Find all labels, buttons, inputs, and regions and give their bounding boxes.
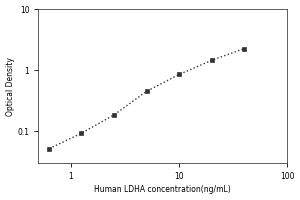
X-axis label: Human LDHA concentration(ng/mL): Human LDHA concentration(ng/mL) [94, 185, 231, 194]
Y-axis label: Optical Density: Optical Density [6, 57, 15, 116]
